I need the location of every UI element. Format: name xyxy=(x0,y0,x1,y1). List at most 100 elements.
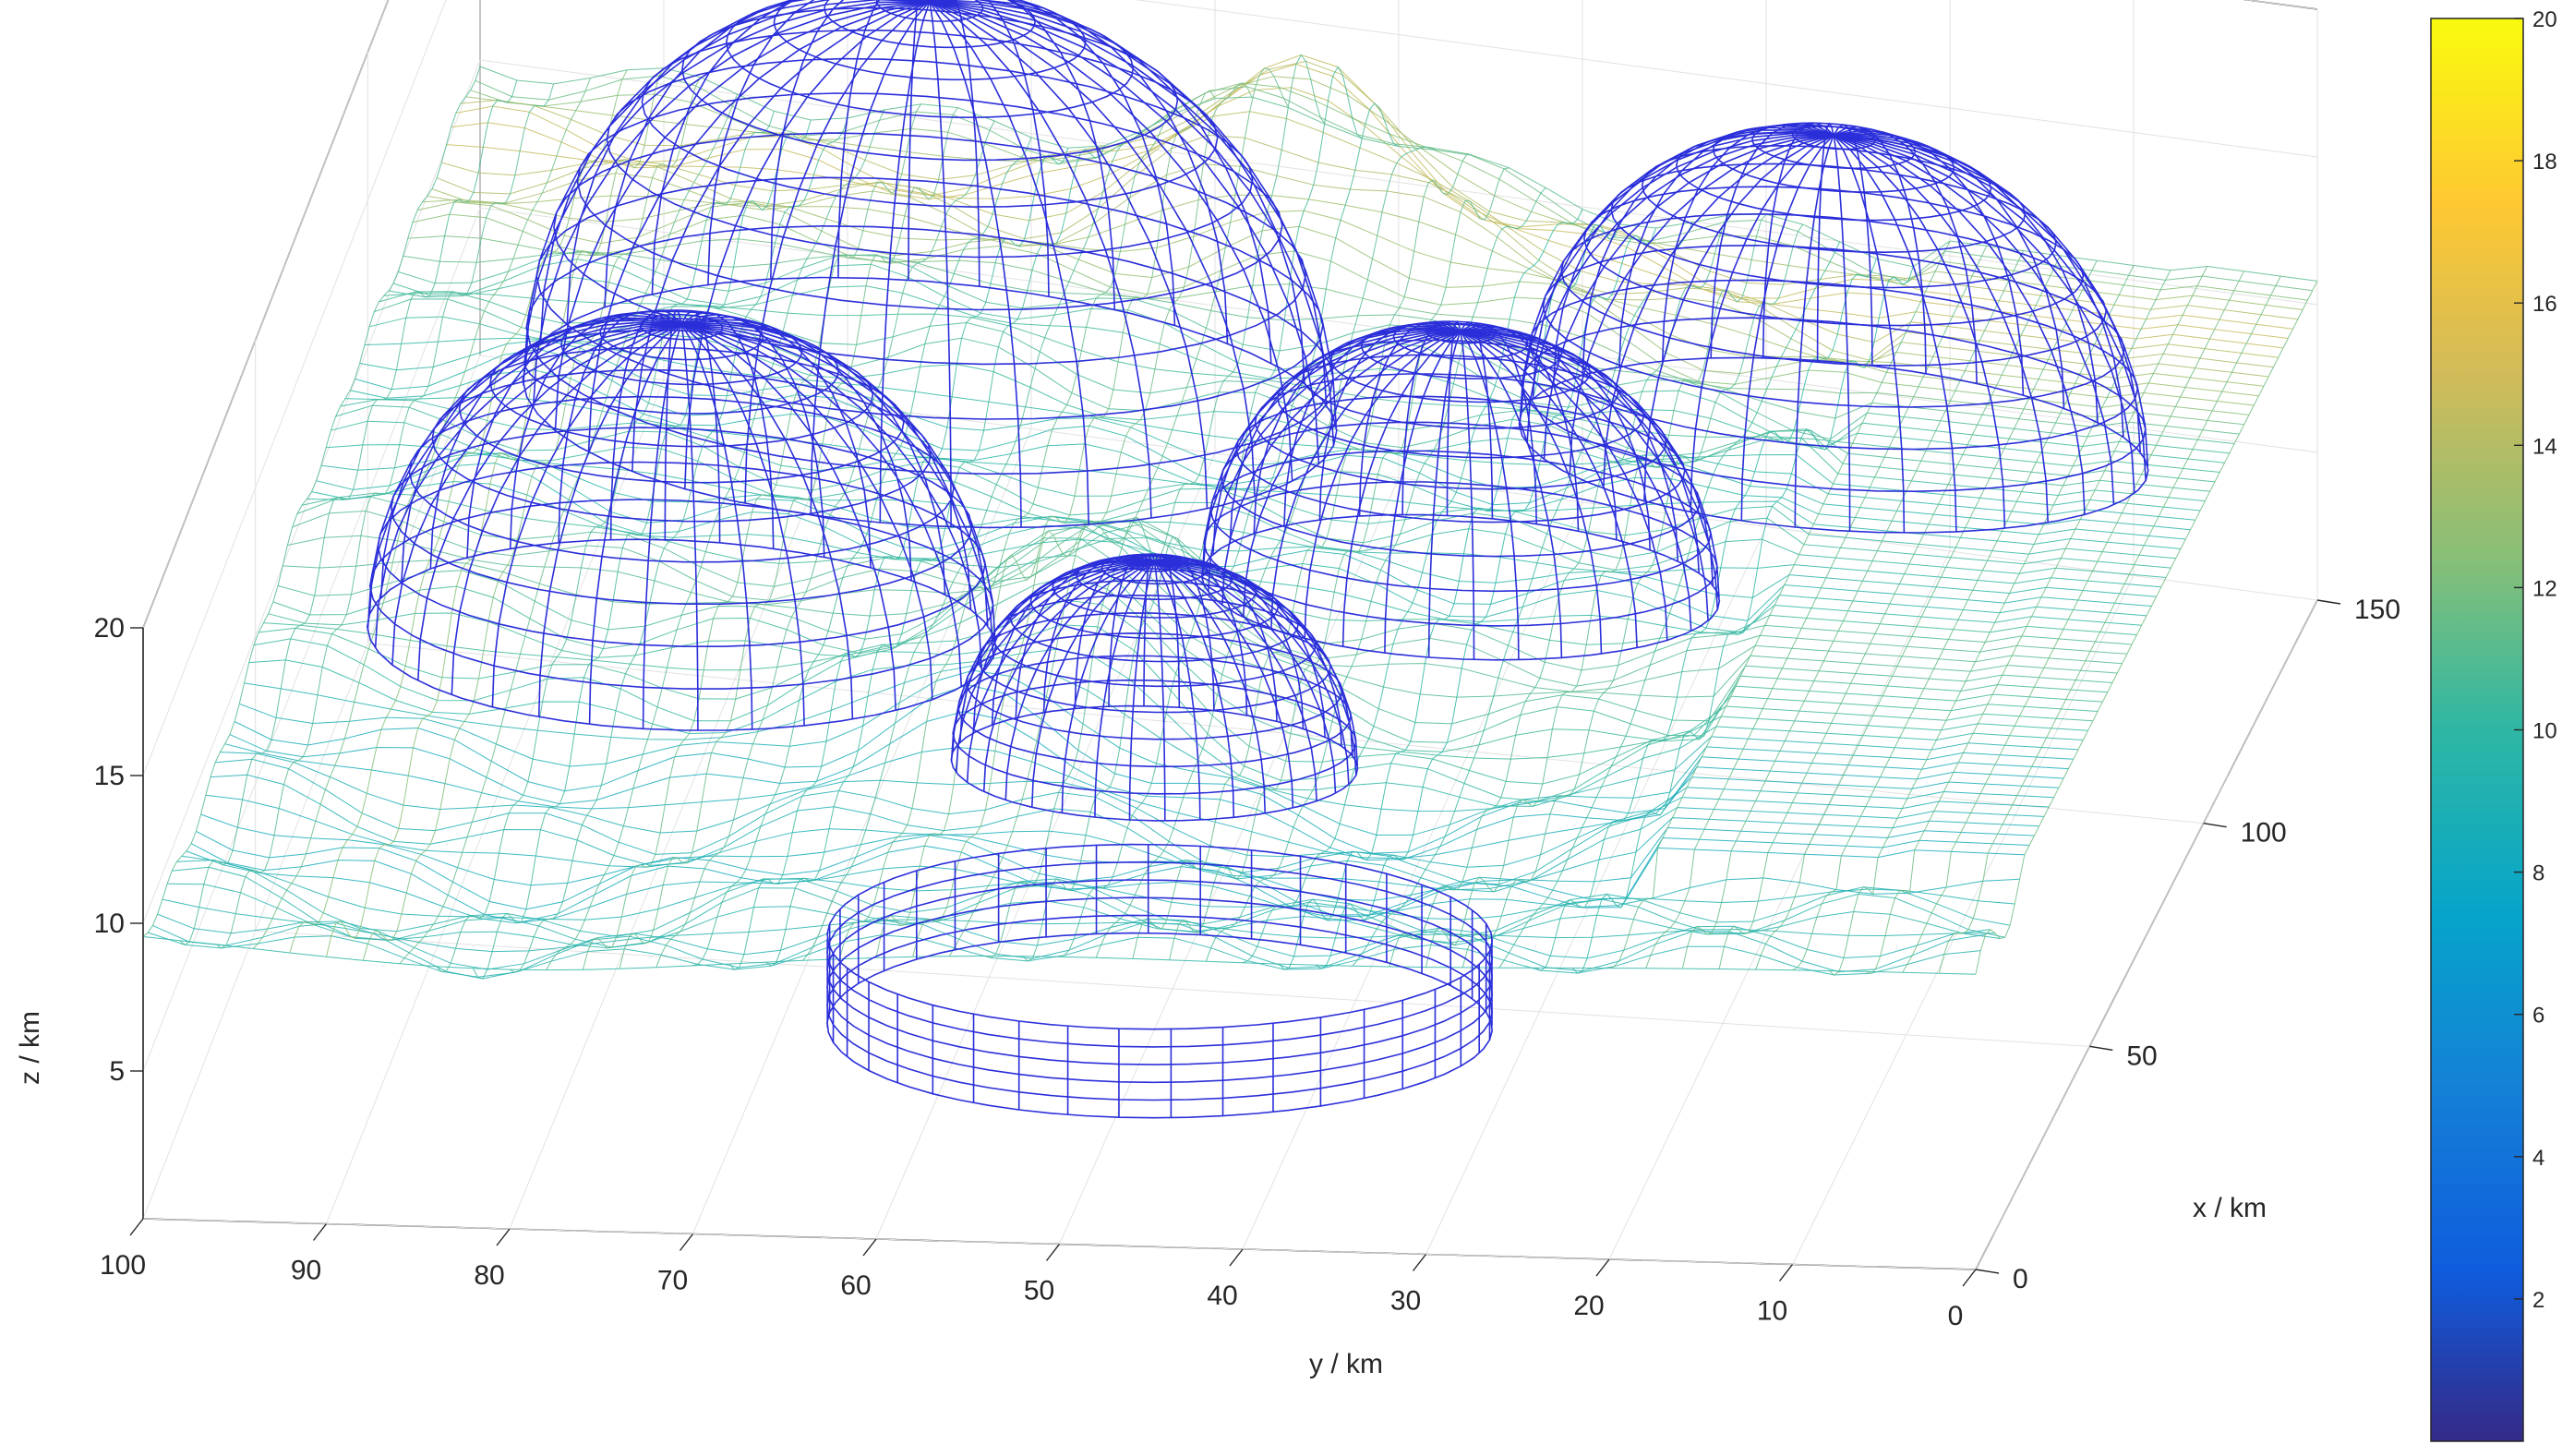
hemisphere-meridian xyxy=(1816,122,1834,361)
grid-line xyxy=(692,428,1032,1234)
hemisphere-meridian xyxy=(1031,561,1155,808)
hemisphere-meridian xyxy=(1460,331,1692,632)
hemisphere-meridian xyxy=(982,561,1155,792)
hemisphere-meridian xyxy=(770,0,931,280)
hemisphere-meridian xyxy=(1460,322,1537,524)
cylinder-ring xyxy=(826,896,1494,1084)
hemisphere-meridian xyxy=(1710,122,1834,358)
grid-line xyxy=(142,0,389,629)
terrain-line xyxy=(1975,281,2318,975)
hemisphere-meridian xyxy=(1154,561,1350,785)
hemisphere-meridian xyxy=(1833,134,2006,529)
y-tick-label: 20 xyxy=(1573,1291,1604,1321)
terrain-line xyxy=(200,813,2035,901)
hemisphere-meridian xyxy=(1128,561,1156,821)
y-tick-label: 30 xyxy=(1390,1286,1421,1317)
hemisphere-meridian xyxy=(491,323,682,707)
hemisphere-meridian xyxy=(959,560,1155,742)
hemisphere-meridian xyxy=(1526,134,1834,444)
hemisphere-meridian xyxy=(929,0,1152,519)
hemisphere-meridian xyxy=(1208,331,1461,593)
terrain-line xyxy=(455,54,2293,330)
y-axis-label: y / km xyxy=(1309,1349,1383,1379)
hemisphere-meridian xyxy=(1662,123,1834,362)
terrain-line xyxy=(1571,266,1914,974)
hemisphere-meridian xyxy=(524,0,931,364)
hemisphere-meridian xyxy=(1460,331,1638,648)
y-tick-label: 40 xyxy=(1207,1281,1237,1311)
y-tick-mark xyxy=(1595,1258,1610,1277)
hemisphere-meridian xyxy=(1283,323,1461,526)
colorbar: 20 18 16 14 12 10 8 6 4 2 xyxy=(2430,7,2557,1442)
grid-line xyxy=(479,355,2318,601)
hemisphere-meridian xyxy=(929,1,1022,528)
hemisphere-meridian xyxy=(1740,134,1834,522)
hemisphere-meridian xyxy=(1460,324,1580,532)
hemisphere-meridian xyxy=(1519,134,1834,428)
hemisphere-meridian xyxy=(929,1,952,527)
colorbar-gradient xyxy=(2430,18,2524,1442)
hemisphere-meridian xyxy=(680,323,854,719)
hemisphere-meridian xyxy=(1154,561,1317,801)
hemisphere-meridian xyxy=(1794,135,1834,528)
hemisphere-meridian xyxy=(1833,126,1927,374)
y-tick-mark xyxy=(496,1228,511,1246)
hemisphere-meridian xyxy=(1582,126,1834,376)
hemisphere-meridian xyxy=(908,0,931,281)
hemisphere xyxy=(522,0,1338,529)
terrain-line xyxy=(326,67,665,957)
hemisphere-meridian xyxy=(950,561,1155,763)
terrain-line xyxy=(619,107,958,969)
hemisphere-meridian xyxy=(539,0,931,343)
hemisphere-meridian xyxy=(680,323,896,711)
hemisphere-meridian xyxy=(1153,561,1201,821)
hemisphere-meridian xyxy=(1015,556,1155,718)
terrain-line xyxy=(1718,255,2061,969)
hemisphere-meridian xyxy=(1460,331,1475,660)
hemisphere-meridian xyxy=(1834,134,2141,452)
terrain-line xyxy=(1205,187,1546,962)
hemisphere-meridian xyxy=(1154,555,1248,716)
hemisphere-meridian xyxy=(1154,560,1326,738)
hemisphere-meridian xyxy=(1460,331,1563,658)
y-tick-mark xyxy=(1229,1248,1244,1267)
hemisphere-meridian xyxy=(1618,125,1834,367)
terrain-line xyxy=(1132,153,1473,959)
hemisphere-meridian xyxy=(929,0,1176,326)
grid-line xyxy=(1059,477,1400,1245)
y-tick-label: 60 xyxy=(840,1270,871,1301)
z-tick-label: 10 xyxy=(94,908,125,939)
terrain-line xyxy=(350,369,2186,540)
hemisphere-meridian xyxy=(1833,134,1957,532)
hemisphere-meridian xyxy=(680,311,775,549)
y-tick-mark xyxy=(862,1238,877,1257)
hemisphere-meridian xyxy=(391,323,682,666)
x-tick-mark xyxy=(2316,599,2341,605)
terrain-line xyxy=(263,576,2099,760)
hemisphere-meridian xyxy=(1834,133,2099,423)
hemisphere-meridian xyxy=(1304,331,1461,639)
terrain-line xyxy=(362,77,702,961)
hemisphere-meridian xyxy=(1253,325,1461,534)
hemisphere-meridian xyxy=(523,0,931,386)
hemisphere-meridian xyxy=(558,310,682,543)
hemisphere-meridian xyxy=(451,323,682,695)
hemisphere-meridian xyxy=(1153,554,1215,711)
hemisphere-meridian xyxy=(374,323,682,649)
hemisphere-ring xyxy=(1675,131,1992,222)
x-tick-mark xyxy=(2203,822,2227,828)
terrain-line xyxy=(1938,275,2281,974)
terrain-line xyxy=(259,599,2093,785)
hemisphere xyxy=(1518,122,2149,534)
y-tick-mark xyxy=(312,1223,328,1241)
terrain-line xyxy=(1498,241,1841,969)
hemisphere-meridian xyxy=(956,561,1155,773)
hemisphere-meridian xyxy=(588,323,682,725)
hemisphere-meridian xyxy=(1690,134,1834,512)
colorbar-tick-label: 8 xyxy=(2532,861,2544,886)
terrain-line xyxy=(1608,240,1951,969)
hemisphere-meridian xyxy=(1643,134,1834,501)
hemisphere-meridian xyxy=(1201,331,1461,580)
hemisphere-meridian xyxy=(379,321,682,598)
